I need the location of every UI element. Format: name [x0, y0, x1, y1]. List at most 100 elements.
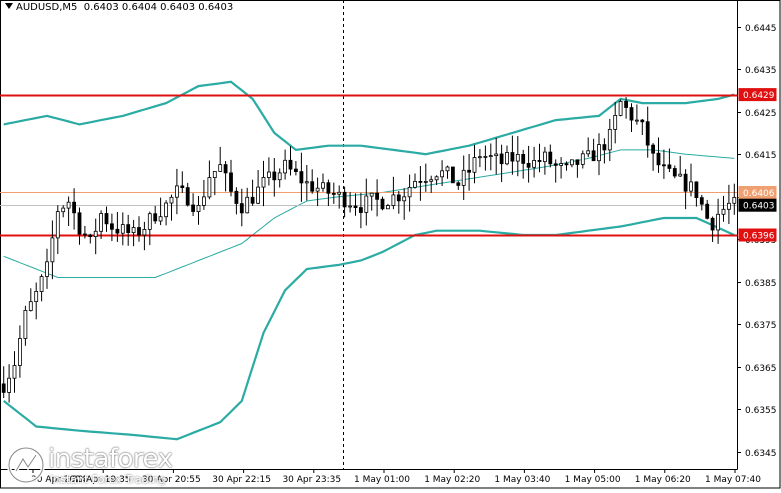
candle-body [348, 205, 353, 208]
price-tag-box [738, 228, 777, 242]
candle-body [640, 119, 645, 123]
triangle-down-icon [5, 3, 13, 9]
candle-body [169, 196, 174, 204]
candle-body [591, 150, 596, 162]
y-tick-label: 0.6345 [745, 449, 777, 459]
watermark-brand: instaforex [48, 444, 173, 474]
y-tick-label: 0.6415 [745, 151, 777, 161]
y-tick-label: 0.6355 [745, 406, 777, 416]
x-tick-label: 30 Apr 20:55 [142, 475, 201, 485]
y-tick-label: 0.6365 [745, 364, 777, 374]
candle-body [266, 171, 271, 178]
ohlc-values: 0.6403 0.6404 0.6403 0.6403 [83, 2, 234, 13]
candle-body [537, 159, 542, 162]
candle-body [93, 230, 98, 238]
candle-body [564, 163, 569, 166]
candle-body [526, 162, 531, 168]
candle-body [499, 153, 504, 165]
candle-body [380, 198, 385, 210]
candle-body [331, 192, 336, 195]
candle-body [250, 196, 255, 204]
x-tick-label: 30 Apr 2024 [31, 475, 87, 485]
candle-body [721, 208, 726, 215]
candle-body [716, 213, 720, 231]
price-tag-label: 0.6396 [743, 232, 775, 242]
candle-body [272, 171, 277, 181]
candle-body [597, 144, 601, 162]
symbol-label: AUDUSD,M5 [16, 2, 78, 13]
candle-body [310, 181, 315, 192]
candle-body [261, 176, 266, 188]
candle-body [185, 187, 190, 206]
instaforex-logo-icon [7, 446, 45, 484]
candle-body [72, 201, 76, 214]
candle-body [342, 191, 347, 208]
candle-body [385, 205, 390, 210]
candle-body [488, 155, 493, 158]
candle-body [137, 227, 141, 236]
candle-body [104, 213, 109, 225]
candle-body [315, 187, 320, 192]
candle-body [304, 181, 309, 184]
candle-body [407, 186, 412, 198]
candle-body [256, 186, 261, 204]
candle-body [61, 207, 66, 213]
candle-body [1, 383, 6, 393]
candle-body [732, 196, 737, 204]
candle-body [66, 201, 71, 209]
candle-body [326, 182, 331, 194]
x-tick-label: 1 May 07:40 [705, 475, 761, 485]
watermark-tagline: Instant Forex Trading [50, 473, 166, 486]
y-tick-label: 0.6385 [745, 279, 777, 289]
candle-body [245, 196, 250, 214]
candle-body [120, 224, 125, 234]
candle-body [396, 194, 401, 202]
candle-body [45, 261, 49, 277]
candle-body [218, 164, 223, 172]
candle-body [402, 196, 407, 202]
candle-body [413, 180, 417, 188]
candle-body [543, 151, 547, 163]
candle-body [223, 164, 228, 174]
candle-body [28, 301, 33, 311]
candle-body [477, 156, 482, 159]
watermark: instaforex Instant Forex Trading [4, 442, 184, 488]
candle-body [77, 212, 82, 235]
candle-body [353, 205, 358, 209]
candle-body [445, 166, 450, 172]
candle-body [364, 195, 369, 213]
candle-body [483, 155, 488, 158]
candle-body [456, 182, 461, 186]
candle-body [277, 172, 282, 181]
candle-body [7, 377, 11, 393]
candle-body [239, 203, 244, 214]
candle-body [645, 121, 650, 146]
candle-body [293, 168, 298, 173]
candle-body [83, 233, 87, 236]
upper-bollinger-band [3, 80, 735, 156]
candle-body [662, 164, 666, 167]
candle-body [434, 176, 439, 181]
price-tag-label: 0.6429 [743, 91, 775, 101]
candle-body [229, 172, 233, 192]
candle-body [191, 204, 196, 212]
x-tick-label: 30 Apr 19:35 [72, 475, 131, 485]
x-tick-label: 1 May 03:40 [494, 475, 550, 485]
candle-body [553, 163, 558, 166]
candle-body [689, 181, 693, 192]
candle-body [694, 181, 699, 198]
candle-body [39, 276, 44, 292]
x-tick-label: 1 May 05:00 [565, 475, 621, 485]
candle-body [505, 152, 509, 165]
candle-body [375, 192, 380, 200]
middle-bollinger-band [3, 149, 735, 278]
x-tick-label: 30 Apr 22:15 [212, 475, 271, 485]
candle-body [510, 152, 515, 162]
candle-body [234, 190, 239, 204]
candle-body [705, 203, 710, 219]
candle-body [467, 169, 472, 173]
candle-body [126, 224, 131, 234]
